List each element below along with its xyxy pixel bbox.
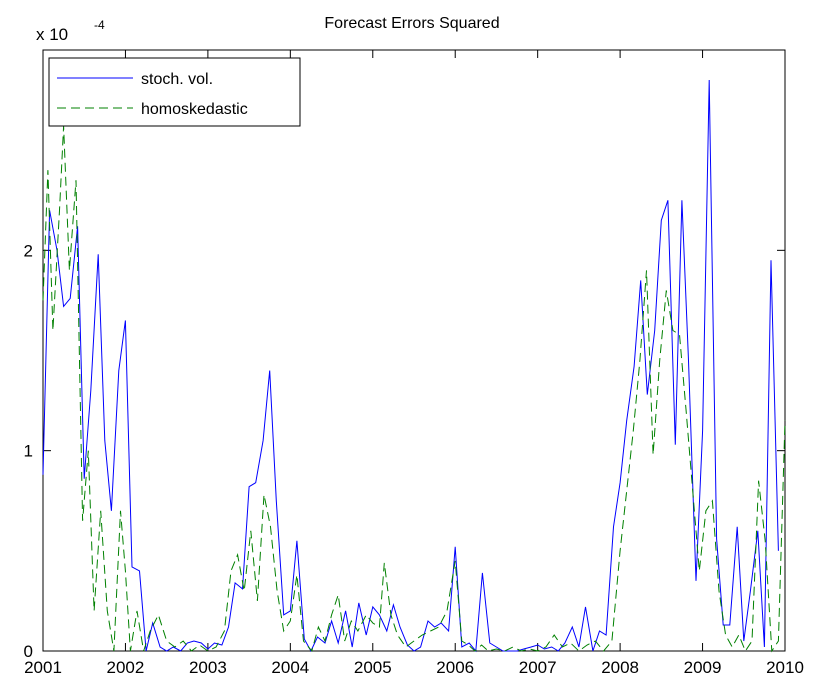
y-tick-label: 1 bbox=[24, 442, 33, 461]
x-tick-label: 2002 bbox=[107, 658, 145, 677]
chart-title: Forecast Errors Squared bbox=[324, 15, 499, 32]
series-line-homoskedastic bbox=[42, 126, 786, 653]
series-line-stoch-vol bbox=[42, 79, 779, 653]
y-axis: 0 1 2 bbox=[24, 241, 785, 661]
x-tick-label: 2007 bbox=[519, 658, 557, 677]
legend-box bbox=[48, 57, 301, 127]
x-tick-label: 2010 bbox=[766, 658, 804, 677]
y-tick-label: 0 bbox=[24, 642, 33, 661]
x-tick-label: 2005 bbox=[354, 658, 392, 677]
x-tick-label: 2009 bbox=[684, 658, 722, 677]
y-scale-label-exponent: -4 bbox=[94, 18, 105, 32]
legend: stoch. vol. homoskedastic bbox=[48, 57, 301, 127]
x-axis: 2001 2002 2003 2004 2005 2006 2007 2008 2009 2010 bbox=[24, 50, 804, 677]
x-tick-label: 2006 bbox=[436, 658, 474, 677]
plot-area bbox=[42, 49, 786, 652]
series-layer bbox=[42, 79, 786, 653]
legend-label-homoskedastic: homoskedastic bbox=[141, 101, 248, 118]
x-tick-label: 2004 bbox=[271, 658, 309, 677]
y-tick-label: 2 bbox=[24, 241, 33, 260]
y-scale-label: x 10 -4 bbox=[36, 18, 105, 44]
x-tick-label: 2001 bbox=[24, 658, 62, 677]
x-tick-label: 2008 bbox=[601, 658, 639, 677]
legend-label-stoch-vol: stoch. vol. bbox=[141, 71, 213, 88]
y-scale-label-base: x 10 bbox=[36, 25, 68, 44]
x-tick-label: 2003 bbox=[189, 658, 227, 677]
